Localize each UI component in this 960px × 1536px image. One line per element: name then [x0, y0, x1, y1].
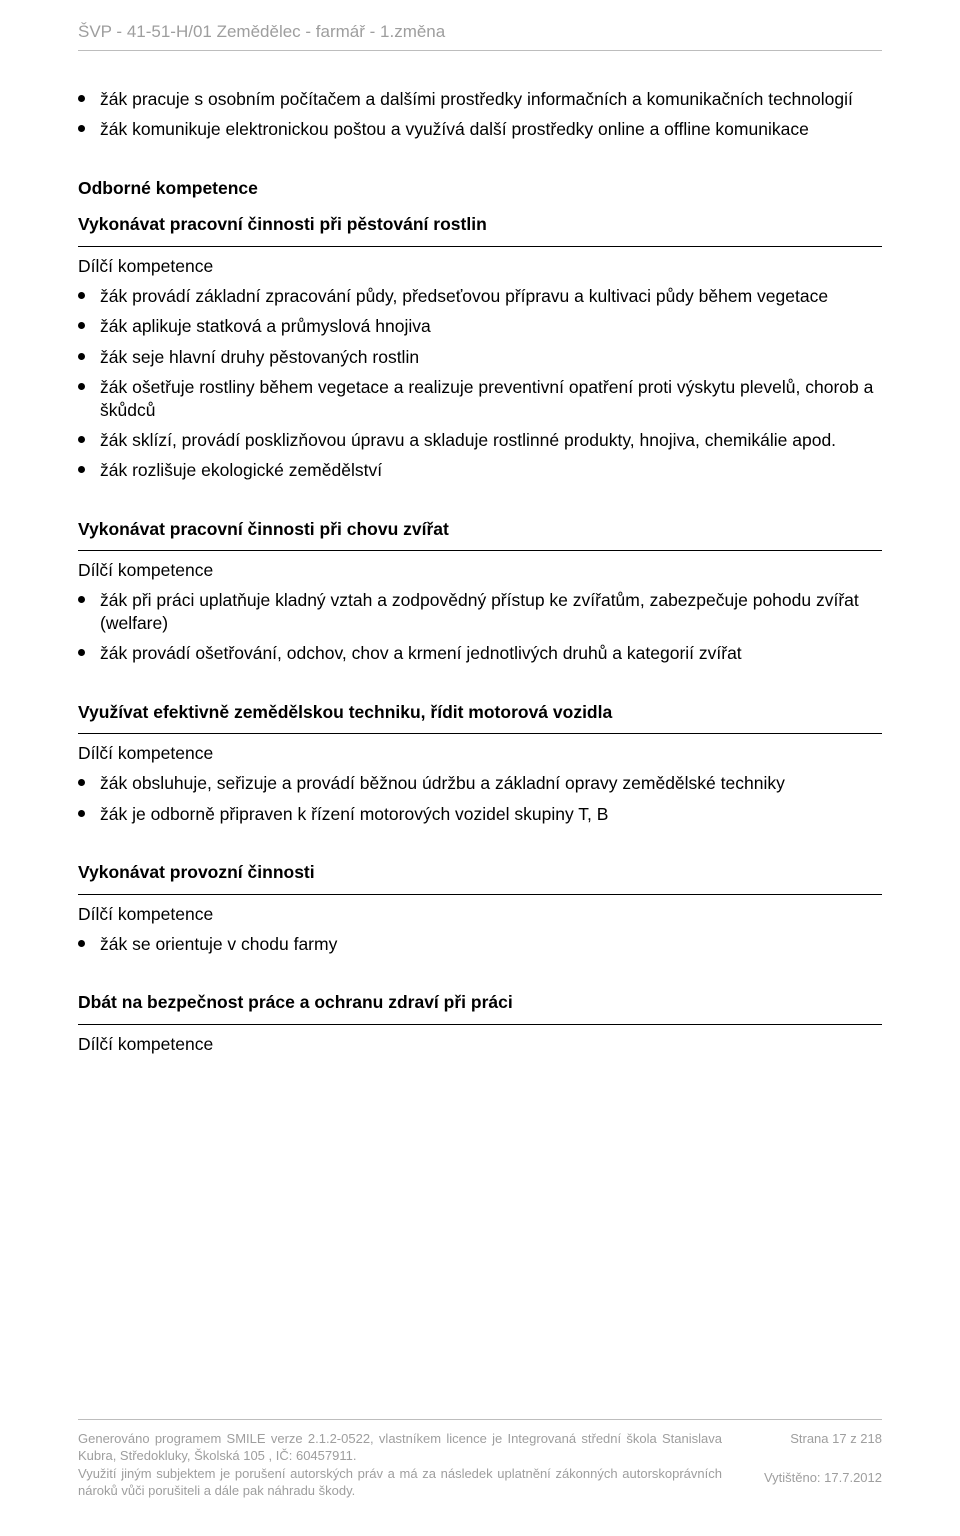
intro-bullet-list: žák pracuje s osobním počítačem a dalším…	[78, 88, 882, 141]
divider	[78, 1024, 882, 1025]
subsection-bezpecnost: Dbát na bezpečnost práce a ochranu zdrav…	[78, 991, 882, 1055]
list-item: žák obsluhuje, seřizuje a provádí běžnou…	[78, 772, 882, 794]
bullet-list: žák provádí základní zpracování půdy, př…	[78, 285, 882, 482]
bullet-list: žák při práci uplatňuje kladný vztah a z…	[78, 589, 882, 664]
list-item: žák sklízí, provádí posklizňovou úpravu …	[78, 429, 882, 451]
page: ŠVP - 41-51-H/01 Zemědělec - farmář - 1.…	[0, 0, 960, 1536]
subsection-provozni: Vykonávat provozní činnosti Dílčí kompet…	[78, 861, 882, 955]
list-item: žák seje hlavní druhy pěstovaných rostli…	[78, 346, 882, 368]
printed-date: Vytištěno: 17.7.2012	[764, 1469, 882, 1487]
dilci-label: Dílčí kompetence	[78, 742, 882, 764]
section-heading: Odborné kompetence	[78, 177, 882, 199]
page-header: ŠVP - 41-51-H/01 Zemědělec - farmář - 1.…	[78, 22, 882, 48]
list-item: žák provádí základní zpracování půdy, př…	[78, 285, 882, 307]
page-content: žák pracuje s osobním počítačem a dalším…	[78, 88, 882, 1376]
bullet-list: žák se orientuje v chodu farmy	[78, 933, 882, 955]
footer-right: Strana 17 z 218 Vytištěno: 17.7.2012	[764, 1430, 882, 1487]
dilci-label: Dílčí kompetence	[78, 559, 882, 581]
list-item: žák ošetřuje rostliny během vegetace a r…	[78, 376, 882, 421]
list-item: žák se orientuje v chodu farmy	[78, 933, 882, 955]
list-item: žák provádí ošetřování, odchov, chov a k…	[78, 642, 882, 664]
footer-line-1: Generováno programem SMILE verze 2.1.2-0…	[78, 1430, 722, 1465]
subsection-technika: Využívat efektivně zemědělskou techniku,…	[78, 701, 882, 826]
page-number: Strana 17 z 218	[764, 1430, 882, 1448]
page-footer: Strana 17 z 218 Vytištěno: 17.7.2012 Gen…	[78, 1430, 882, 1500]
divider	[78, 246, 882, 247]
header-divider	[78, 50, 882, 51]
divider	[78, 894, 882, 895]
dilci-label: Dílčí kompetence	[78, 255, 882, 277]
list-item: žák pracuje s osobním počítačem a dalším…	[78, 88, 882, 110]
subsection-heading: Dbát na bezpečnost práce a ochranu zdrav…	[78, 991, 882, 1013]
divider	[78, 733, 882, 734]
list-item: žák komunikuje elektronickou poštou a vy…	[78, 118, 882, 140]
dilci-label: Dílčí kompetence	[78, 1033, 882, 1055]
subsection-heading: Využívat efektivně zemědělskou techniku,…	[78, 701, 882, 723]
dilci-label: Dílčí kompetence	[78, 903, 882, 925]
bullet-list: žák obsluhuje, seřizuje a provádí běžnou…	[78, 772, 882, 825]
list-item: žák rozlišuje ekologické zemědělství	[78, 459, 882, 481]
subsection-heading: Vykonávat pracovní činnosti při pěstován…	[78, 213, 882, 235]
subsection-heading: Vykonávat provozní činnosti	[78, 861, 882, 883]
section-odborné-kompetence: Odborné kompetence Vykonávat pracovní či…	[78, 177, 882, 482]
list-item: žák při práci uplatňuje kladný vztah a z…	[78, 589, 882, 634]
list-item: žák je odborně připraven k řízení motoro…	[78, 803, 882, 825]
list-item: žák aplikuje statková a průmyslová hnoji…	[78, 315, 882, 337]
footer-left: Generováno programem SMILE verze 2.1.2-0…	[78, 1430, 882, 1500]
divider	[78, 550, 882, 551]
footer-line-2: Využití jiným subjektem je porušení auto…	[78, 1465, 722, 1500]
subsection-chov-zvirat: Vykonávat pracovní činnosti při chovu zv…	[78, 518, 882, 665]
subsection-heading: Vykonávat pracovní činnosti při chovu zv…	[78, 518, 882, 540]
footer-divider	[78, 1419, 882, 1420]
